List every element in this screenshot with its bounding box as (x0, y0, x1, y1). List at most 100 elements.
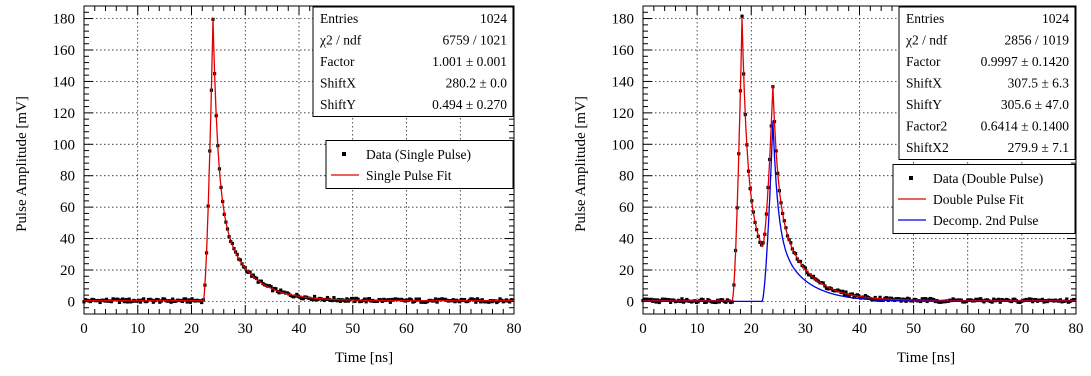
data-point (997, 297, 1001, 301)
x-tick-label: 80 (507, 321, 522, 337)
data-point (459, 297, 463, 302)
data-point (288, 293, 292, 297)
data-point (646, 297, 650, 301)
y-tick-label: 160 (53, 43, 76, 59)
x-tick-label: 80 (1069, 321, 1084, 337)
data-point (185, 300, 189, 304)
data-point (411, 300, 415, 304)
fit-curve (84, 17, 514, 302)
data-point (354, 296, 359, 300)
fit-curve (643, 17, 1076, 302)
stats-value: 1024 (480, 11, 507, 26)
data-point (114, 297, 118, 301)
data-point (116, 297, 120, 301)
data-point (156, 298, 160, 302)
data-point (142, 297, 146, 301)
data-point (396, 297, 401, 302)
data-point (367, 297, 372, 301)
data-point (380, 299, 384, 303)
data-point (664, 297, 668, 302)
data-point (844, 290, 848, 294)
data-point (706, 298, 710, 302)
data-point (719, 298, 723, 302)
data-point (483, 300, 488, 304)
data-point (701, 298, 705, 302)
data-point (274, 287, 278, 291)
data-point (703, 300, 707, 305)
data-point (889, 296, 894, 300)
data-point (1071, 298, 1075, 302)
data-point (1016, 300, 1020, 304)
y-tick-label: 20 (60, 263, 75, 279)
stats-value: 307.5 ± 6.3 (1008, 76, 1070, 91)
data-point (98, 300, 102, 305)
data-point (272, 286, 276, 291)
data-point (652, 298, 656, 302)
data-point (508, 300, 512, 304)
data-point (906, 296, 910, 300)
data-point (188, 300, 193, 304)
x-tick-label: 0 (639, 321, 647, 337)
data-point (712, 300, 717, 304)
data-point (92, 298, 96, 302)
data-point (366, 297, 370, 301)
data-point (161, 297, 165, 301)
data-point (896, 297, 900, 301)
data-point (398, 298, 402, 302)
x-axis-label: Time [ns] (335, 350, 393, 366)
x-tick-label: 10 (690, 321, 705, 337)
data-point (1032, 298, 1036, 302)
data-point (849, 292, 853, 296)
data-point (309, 297, 313, 302)
data-point (922, 297, 926, 301)
data-point (145, 299, 149, 304)
y-tick-label: 0 (627, 294, 635, 310)
data-point (1011, 297, 1015, 301)
stats-box (898, 6, 1076, 160)
data-point (412, 299, 417, 304)
data-point (314, 298, 318, 302)
x-tick-label: 40 (852, 321, 867, 337)
chart-panel-2: 0 10 20 30 40 50 60 70 80 0 20 40 60 80 100 120 140 160 18… (573, 5, 1084, 366)
data-point (84, 298, 88, 302)
legend-label: Double Pulse Fit (933, 192, 1024, 207)
data-point (1013, 297, 1017, 301)
data-point (487, 300, 491, 304)
data-point (345, 297, 349, 301)
data-point (82, 300, 86, 304)
data-point (847, 294, 851, 298)
data-point (351, 296, 355, 301)
y-tick-label: 60 (619, 200, 634, 216)
data-point (495, 300, 499, 305)
data-point (490, 300, 494, 304)
data-point (338, 299, 342, 303)
data-point (180, 299, 184, 304)
y-tick-label: 140 (53, 74, 76, 90)
data-point (474, 300, 478, 304)
data-point (1024, 297, 1028, 302)
data-point (699, 297, 704, 301)
data-point (138, 300, 143, 304)
data-point (329, 298, 333, 302)
stats-name: Factor2 (906, 119, 947, 134)
data-point (372, 299, 376, 304)
data-point (251, 273, 255, 277)
y-tick-label: 120 (53, 106, 76, 122)
data-point (292, 295, 296, 299)
data-point (330, 298, 334, 303)
data-point (443, 297, 447, 301)
data-point (912, 297, 916, 302)
data-point (422, 300, 426, 304)
data-point (353, 299, 357, 304)
data-point (820, 281, 824, 285)
data-point (111, 297, 115, 301)
data-point (720, 298, 725, 302)
data-point (927, 297, 931, 301)
x-tick-label: 70 (453, 321, 468, 337)
data-point (967, 298, 971, 302)
data-point (974, 297, 978, 301)
data-point (936, 300, 941, 304)
data-point (907, 297, 911, 301)
data-point (346, 299, 351, 303)
data-point (836, 288, 840, 292)
